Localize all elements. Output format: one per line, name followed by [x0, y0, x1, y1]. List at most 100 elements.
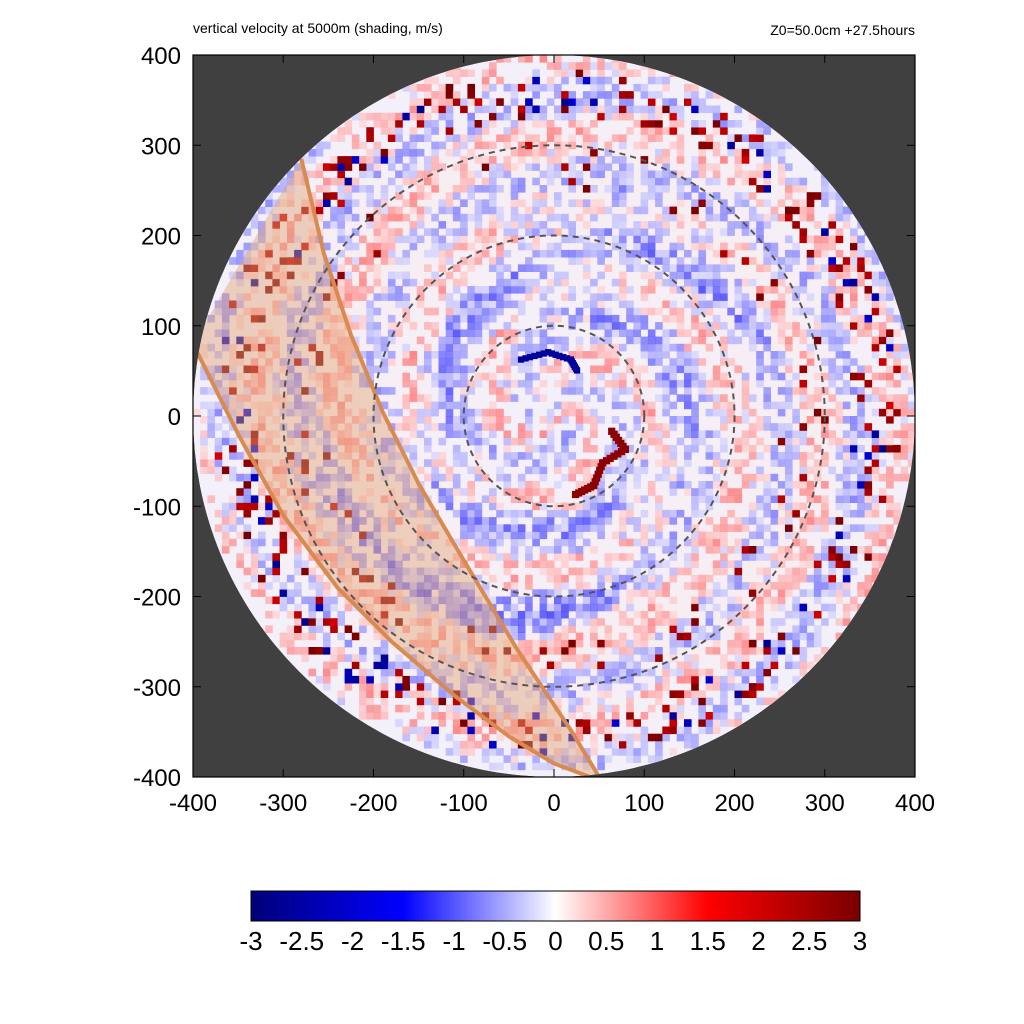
velocity-cell: [640, 546, 649, 554]
velocity-cell: [842, 358, 851, 366]
velocity-cell: [748, 141, 757, 150]
velocity-cell: [496, 524, 504, 532]
velocity-cell: [799, 271, 808, 280]
velocity-cell: [532, 394, 540, 402]
axis-ticks: [192, 54, 916, 778]
velocity-cell: [835, 546, 844, 554]
velocity-cell: [582, 394, 591, 402]
velocity-cell: [373, 712, 382, 720]
velocity-cell: [351, 437, 360, 446]
velocity-cell: [272, 596, 280, 605]
velocity-cell: [611, 221, 620, 229]
velocity-cell: [828, 437, 836, 446]
velocity-cell: [597, 647, 605, 655]
velocity-cell: [265, 249, 273, 258]
velocity-cell: [229, 343, 237, 352]
velocity-cell: [886, 401, 894, 410]
velocity-cell: [568, 249, 576, 258]
velocity-cell: [734, 632, 743, 641]
velocity-cell: [344, 495, 353, 503]
velocity-cell: [763, 199, 771, 207]
velocity-cell: [626, 603, 634, 612]
velocity-cell: [294, 618, 302, 626]
velocity-cell: [532, 228, 540, 236]
velocity-cell: [669, 278, 678, 287]
velocity-cell: [395, 589, 403, 597]
velocity-cell: [741, 444, 750, 453]
velocity-cell: [474, 509, 483, 518]
velocity-cell: [265, 206, 273, 215]
velocity-cell: [452, 712, 461, 720]
velocity-cell: [568, 351, 576, 359]
velocity-cell: [871, 567, 880, 576]
velocity-cell: [684, 286, 692, 294]
velocity-cell: [438, 719, 447, 727]
velocity-cell: [474, 661, 483, 670]
velocity-cell: [344, 589, 353, 597]
velocity-cell: [503, 618, 512, 626]
velocity-cell: [445, 322, 454, 330]
velocity-cell: [315, 553, 324, 561]
velocity-cell: [250, 286, 259, 294]
velocity-cell: [756, 567, 764, 576]
velocity-cell: [424, 473, 432, 482]
velocity-cell: [821, 517, 829, 525]
velocity-cell: [546, 423, 555, 431]
velocity-cell: [799, 517, 808, 525]
velocity-cell: [546, 307, 555, 316]
velocity-cell: [720, 690, 728, 698]
velocity-cell: [489, 329, 497, 337]
velocity-cell: [626, 755, 634, 763]
velocity-cell: [871, 343, 880, 352]
velocity-cell: [258, 423, 266, 431]
velocity-cell: [763, 141, 771, 150]
velocity-cell: [431, 76, 439, 85]
velocity-cell: [684, 690, 692, 698]
velocity-cell: [330, 444, 338, 453]
velocity-cell: [467, 531, 475, 540]
velocity-cell: [734, 286, 743, 294]
velocity-cell: [344, 343, 353, 352]
velocity-cell: [857, 546, 865, 554]
velocity-cell: [272, 307, 280, 316]
velocity-cell: [712, 603, 721, 612]
velocity-cell: [647, 437, 656, 446]
velocity-cell: [655, 249, 663, 258]
velocity-cell: [424, 206, 432, 215]
velocity-cell: [640, 199, 649, 207]
velocity-cell: [568, 654, 576, 662]
velocity-cell: [857, 329, 865, 337]
velocity-cell: [626, 502, 634, 511]
velocity-cell: [344, 192, 353, 200]
velocity-cell: [640, 553, 649, 561]
velocity-cell: [323, 192, 331, 200]
velocity-cell: [380, 148, 389, 157]
velocity-cell: [344, 235, 353, 244]
velocity-cell: [850, 437, 858, 446]
velocity-cell: [351, 314, 360, 323]
velocity-cell: [424, 423, 432, 431]
velocity-cell: [763, 322, 771, 330]
velocity-cell: [286, 401, 295, 410]
velocity-cell: [359, 444, 367, 453]
velocity-cell: [597, 91, 605, 99]
velocity-cell: [323, 271, 331, 280]
velocity-cell: [445, 228, 454, 236]
velocity-cell: [351, 509, 360, 518]
velocity-cell: [258, 517, 266, 525]
velocity-cell: [799, 589, 808, 597]
velocity-cell: [250, 538, 259, 547]
velocity-cell: [452, 654, 461, 662]
velocity-cell: [308, 365, 317, 374]
velocity-cell: [727, 610, 735, 619]
velocity-cell: [380, 286, 389, 294]
velocity-cell: [561, 452, 569, 460]
velocity-cell: [691, 603, 699, 612]
velocity-cell: [871, 408, 880, 417]
velocity-cell: [250, 358, 259, 366]
velocity-cell: [460, 271, 468, 280]
velocity-cell: [481, 286, 490, 294]
velocity-cell: [416, 603, 425, 612]
velocity-cell: [481, 206, 490, 215]
